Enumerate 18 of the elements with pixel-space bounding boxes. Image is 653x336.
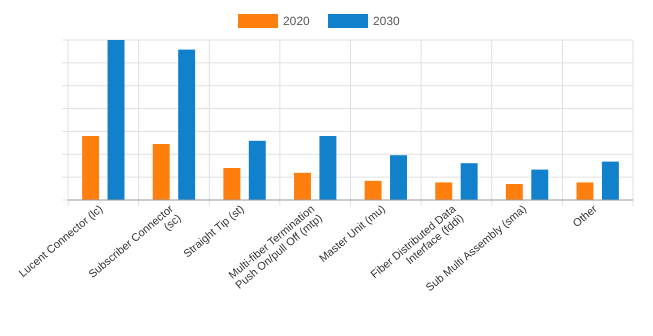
bar bbox=[178, 50, 196, 200]
bar bbox=[531, 170, 548, 200]
bar bbox=[576, 182, 594, 200]
bar bbox=[460, 163, 478, 200]
bar bbox=[390, 155, 407, 200]
bar bbox=[248, 140, 266, 200]
legend-label: 2020 bbox=[283, 14, 310, 28]
bar bbox=[364, 180, 382, 200]
legend-label: 2030 bbox=[373, 14, 400, 28]
bar bbox=[108, 40, 124, 200]
bar bbox=[435, 182, 452, 200]
bar bbox=[506, 184, 523, 200]
bar bbox=[294, 172, 311, 200]
bar bbox=[223, 168, 240, 200]
bar bbox=[602, 162, 619, 200]
bar bbox=[82, 136, 100, 200]
bar bbox=[152, 144, 170, 200]
bar bbox=[319, 136, 336, 200]
